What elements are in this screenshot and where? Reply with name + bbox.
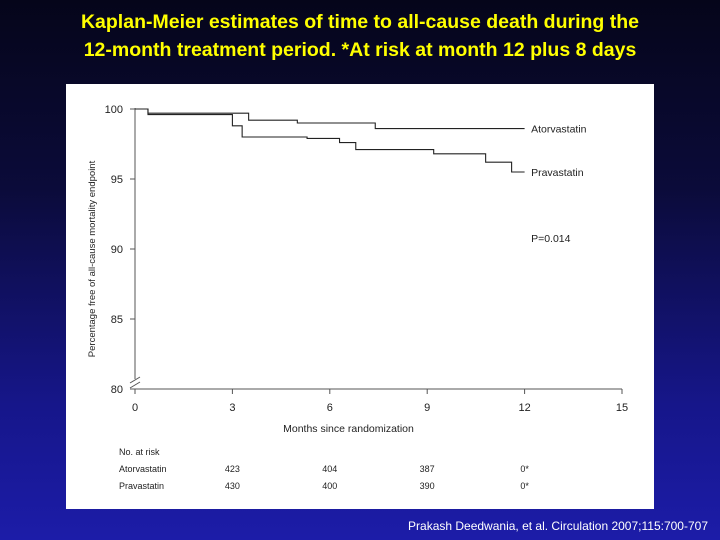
at-risk-value: 387 (420, 464, 435, 474)
at-risk-header: No. at risk (119, 447, 160, 457)
slide-title: Kaplan-Meier estimates of time to all-ca… (0, 8, 720, 64)
y-tick-label: 85 (111, 314, 123, 326)
series-label-pravastatin: Pravastatin (531, 167, 584, 179)
x-tick-label: 0 (132, 402, 138, 414)
at-risk-value: 400 (322, 481, 337, 491)
y-tick-label: 90 (111, 244, 123, 256)
at-risk-value: 430 (225, 481, 240, 491)
series-line-pravastatin (135, 108, 525, 173)
p-value-annotation: P=0.014 (531, 233, 571, 245)
at-risk-value: 423 (225, 464, 240, 474)
at-risk-value: 0* (520, 481, 529, 491)
citation: Prakash Deedwania, et al. Circulation 20… (408, 519, 708, 533)
at-risk-value: 0* (520, 464, 529, 474)
x-tick-label: 9 (424, 402, 430, 414)
title-line-2: 12-month treatment period. *At risk at m… (83, 39, 637, 61)
at-risk-row-label: Atorvastatin (119, 464, 167, 474)
at-risk-row-label: Pravastatin (119, 481, 164, 491)
at-risk-value: 390 (420, 481, 435, 491)
x-tick-label: 6 (327, 402, 333, 414)
axis-break-mark (129, 376, 141, 384)
title-line-1: Kaplan-Meier estimates of time to all-ca… (80, 11, 640, 33)
at-risk-value: 404 (322, 464, 337, 474)
x-tick-label: 12 (518, 402, 530, 414)
x-axis-label: Months since randomization (283, 423, 414, 435)
y-axis-label: Percentage free of all-cause mortality e… (87, 160, 98, 357)
axis-break-mark (129, 381, 141, 389)
y-tick-label: 95 (111, 174, 123, 186)
kaplan-meier-chart: 80 85 90 95 100 0 3 6 9 12 15 Months since randomiz… (87, 104, 628, 491)
chart-panel: 80 85 90 95 100 0 3 6 9 12 15 Months since randomiz… (66, 84, 654, 509)
x-tick-label: 15 (616, 402, 628, 414)
y-tick-label: 100 (105, 104, 123, 116)
y-tick-label: 80 (111, 384, 123, 396)
series-label-atorvastatin: Atorvastatin (531, 124, 587, 136)
x-tick-label: 3 (229, 402, 235, 414)
series-line-atorvastatin (135, 108, 525, 130)
